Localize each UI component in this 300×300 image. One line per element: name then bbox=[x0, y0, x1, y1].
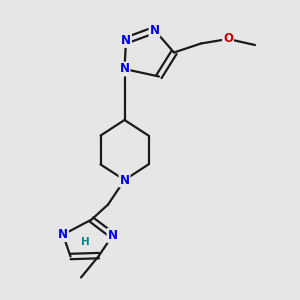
Text: N: N bbox=[119, 173, 130, 187]
Text: O: O bbox=[223, 32, 233, 46]
Text: N: N bbox=[119, 62, 130, 76]
Text: N: N bbox=[121, 34, 131, 47]
Text: N: N bbox=[58, 228, 68, 241]
Text: N: N bbox=[149, 23, 160, 37]
Text: H: H bbox=[81, 237, 90, 247]
Text: N: N bbox=[107, 229, 118, 242]
